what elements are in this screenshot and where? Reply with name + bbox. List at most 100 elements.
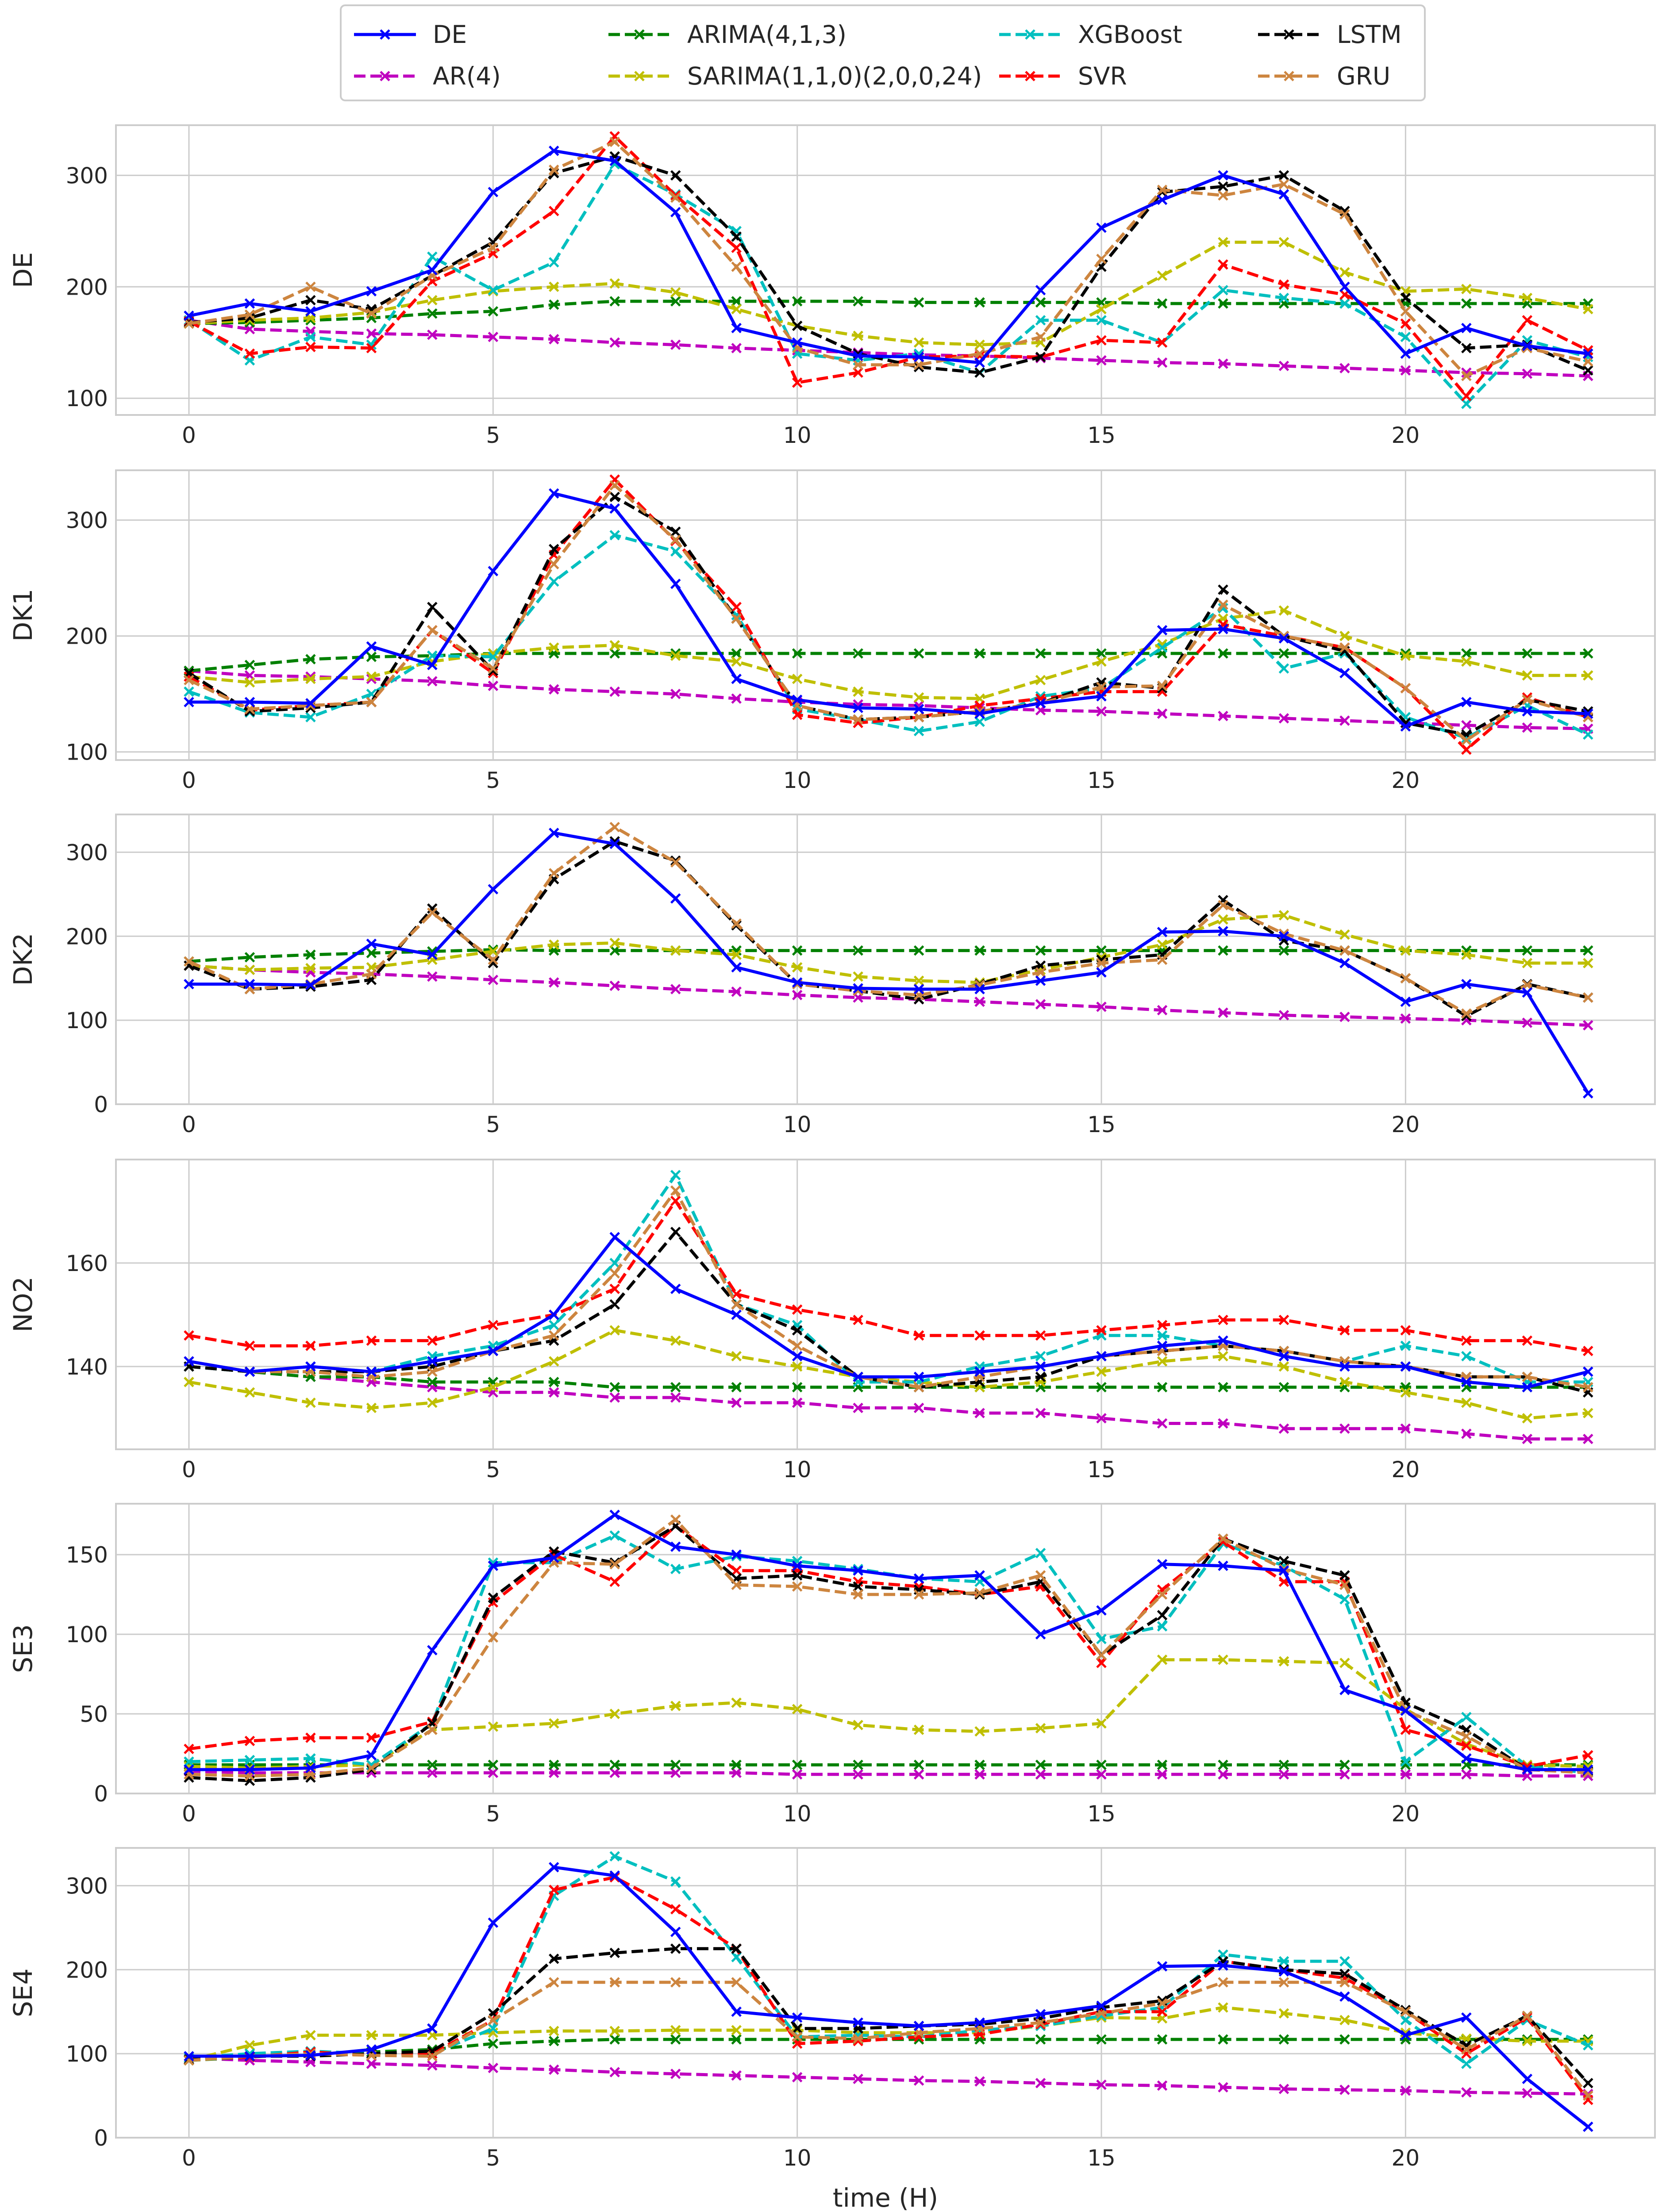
point-marker-b (1400, 2006, 1411, 2017)
point-marker-b (792, 1570, 803, 1581)
point-marker-b (1400, 2015, 1411, 2025)
data-point (1339, 668, 1350, 679)
point-marker-b (1218, 648, 1228, 659)
data-point (853, 971, 863, 982)
data-point (1218, 926, 1228, 937)
data-point (1278, 1977, 1289, 1988)
data-point (1522, 1413, 1533, 1424)
point-marker-b (853, 648, 863, 659)
data-point (1461, 656, 1472, 667)
point-marker-b (609, 480, 620, 491)
point-marker-b (1461, 371, 1472, 381)
data-point (670, 1283, 681, 1294)
point-marker-b (1461, 2040, 1472, 2051)
point-marker-b (1278, 179, 1289, 190)
data-point (792, 1361, 803, 1372)
data-point (1157, 1330, 1168, 1341)
point-marker-b (609, 2067, 620, 2078)
point-marker-b (549, 2026, 559, 2036)
data-point (549, 281, 559, 292)
point-marker-b (1157, 1418, 1168, 1429)
data-point (305, 963, 316, 974)
data-point (1583, 356, 1593, 367)
point-marker-b (1583, 670, 1593, 681)
data-point (731, 986, 742, 997)
point-marker-b (1096, 656, 1107, 667)
point-marker-b (853, 1581, 863, 1592)
x-tick-label: 5 (486, 1457, 500, 1482)
data-point (549, 828, 559, 838)
point-marker-b (731, 1952, 742, 1962)
data-point (244, 298, 255, 309)
series-de (184, 1232, 1593, 1393)
point-marker-b (488, 2038, 499, 2049)
data-point (1278, 170, 1289, 181)
point-marker-b (731, 602, 742, 612)
point-marker-b (488, 306, 499, 317)
point-marker-b (305, 1732, 316, 1743)
data-point (1157, 1418, 1168, 1429)
point-marker-b (549, 146, 559, 156)
data-point (366, 1402, 377, 1413)
x-tick-label: 20 (1392, 1801, 1420, 1827)
data-point (792, 673, 803, 684)
point-marker-b (731, 673, 742, 684)
data-point (913, 945, 924, 956)
point-marker-b (1400, 718, 1411, 728)
data-point (488, 187, 499, 197)
data-point (1461, 1740, 1472, 1751)
point-marker-b (549, 576, 559, 587)
data-point (1278, 2034, 1289, 2045)
series-de (184, 146, 1593, 368)
point-marker-b (549, 334, 559, 345)
data-point (1339, 1377, 1350, 1387)
data-point (609, 337, 620, 348)
y-tick-label: 140 (66, 1354, 108, 1380)
data-point (792, 1704, 803, 1715)
point-marker-b (1218, 1382, 1228, 1393)
point-marker-b (1522, 1018, 1533, 1028)
point-marker-b (609, 1509, 620, 1520)
y-tick-label: 100 (66, 2041, 108, 2067)
data-point (609, 1759, 620, 1770)
data-point (670, 546, 681, 557)
point-marker-b (974, 348, 985, 359)
point-marker-b (488, 566, 499, 576)
point-marker-b (1339, 929, 1350, 940)
point-marker-b (427, 1377, 438, 1387)
point-marker-b (853, 945, 863, 956)
data-point (792, 977, 803, 988)
data-point (1583, 958, 1593, 968)
data-point (609, 1509, 620, 1520)
data-point (609, 937, 620, 949)
data-point (792, 2012, 803, 2023)
series-line (189, 1230, 1589, 1394)
data-point (1339, 1658, 1350, 1668)
data-point (1096, 706, 1107, 717)
x-tick-label: 10 (783, 1457, 812, 1482)
data-point (913, 1573, 924, 1584)
point-marker-b (549, 1718, 559, 1729)
point-marker-b (1583, 365, 1593, 376)
point-marker-b (1339, 668, 1350, 679)
point-marker-b (1096, 2079, 1107, 2090)
data-point (1218, 237, 1228, 248)
data-point (1278, 1314, 1289, 1325)
point-marker-b (1339, 1361, 1350, 1372)
data-point (1035, 285, 1046, 296)
point-marker-b (305, 949, 316, 960)
data-point (913, 726, 924, 737)
point-marker-b (488, 1759, 499, 1770)
point-marker-b (184, 318, 194, 329)
data-point (549, 1977, 559, 1988)
point-marker-b (488, 242, 499, 253)
series-ar-4 (184, 960, 1593, 1031)
point-marker-b (1278, 910, 1289, 921)
data-point (366, 2030, 377, 2041)
data-point (670, 857, 681, 868)
point-marker-b (1461, 1335, 1472, 1346)
data-point (1400, 1759, 1411, 1770)
point-marker-b (1035, 999, 1046, 1010)
point-marker-b (305, 654, 316, 664)
point-marker-b (1461, 949, 1472, 960)
